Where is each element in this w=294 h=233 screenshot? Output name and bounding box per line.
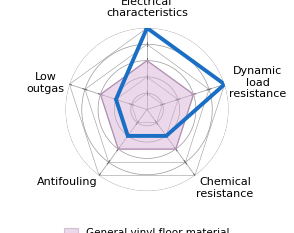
Legend: General vinyl floor material: General vinyl floor material: [64, 227, 230, 233]
Text: Low
outgas: Low outgas: [27, 72, 65, 94]
Text: Electrical
characteristics: Electrical characteristics: [106, 0, 188, 18]
Text: Antifouling: Antifouling: [37, 178, 98, 188]
Text: Dynamic
load
resistance: Dynamic load resistance: [229, 66, 286, 99]
Text: Chemical
resistance: Chemical resistance: [196, 178, 254, 199]
Polygon shape: [101, 61, 193, 149]
